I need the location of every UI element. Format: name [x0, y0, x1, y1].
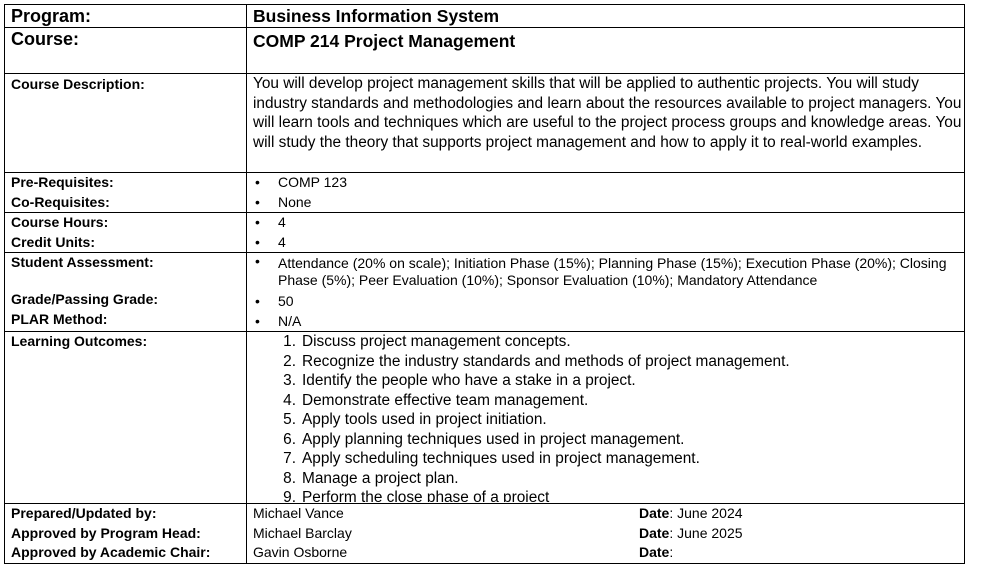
requisites-row: Pre-Requisites: Co-Requisites: COMP 123 …	[4, 172, 965, 213]
assessment-row: Student Assessment: Grade/Passing Grade:…	[4, 252, 965, 332]
academic-chair-date: :	[669, 544, 674, 560]
learning-outcome-number: 9.	[283, 489, 296, 502]
prepared-line: Michael Vance Date: June 2024	[253, 504, 964, 523]
program-head-date: : June 2025	[669, 524, 743, 541]
prereq-value: COMP 123	[253, 174, 964, 193]
date-label: Date	[639, 524, 670, 541]
description-row: Course Description: You will develop pro…	[4, 73, 965, 173]
outcomes-label: Learning Outcomes:	[4, 331, 247, 504]
learning-outcome-item: 5. Apply tools used in project initiation…	[253, 410, 964, 430]
learning-outcome-text: Recognize the industry standards and met…	[302, 352, 790, 370]
learning-outcome-text: Perform the close phase of a project	[302, 489, 550, 502]
learning-outcome-text: Apply scheduling techniques used in proj…	[302, 450, 700, 467]
grade-value: 50	[253, 292, 964, 312]
learning-outcome-number: 5.	[283, 411, 296, 428]
program-row: Program: Business Information System	[4, 4, 965, 28]
prepared-label: Prepared/Updated by:	[11, 505, 157, 521]
learning-outcome-text: Manage a project plan.	[302, 469, 459, 487]
coreq-label: Co-Requisites:	[11, 193, 110, 210]
learning-outcome-text: Apply planning techniques used in projec…	[302, 430, 685, 448]
learning-outcome-number: 2.	[283, 352, 296, 370]
coreq-value: None	[253, 193, 964, 212]
learning-outcome-number: 8.	[283, 469, 296, 487]
outcomes-list: 1. Discuss project management concepts. 2.…	[253, 333, 964, 502]
learning-outcome-item: 1. Discuss project management concepts.	[253, 333, 964, 352]
course-label: Course:	[4, 27, 247, 74]
course-outline-table: Program: Business Information System Cou…	[4, 4, 965, 564]
date-label: Date	[639, 505, 670, 521]
academic-chair-label: Approved by Academic Chair:	[11, 544, 211, 560]
signoff-row: Prepared/Updated by: Approved by Program…	[4, 503, 965, 564]
learning-outcome-text: Apply tools used in project initiation.	[302, 411, 547, 428]
learning-outcome-text: Demonstrate effective team management.	[302, 391, 589, 409]
course-value: COMP 214 Project Management	[246, 27, 965, 74]
assessment-label: Student Assessment:	[11, 254, 154, 270]
learning-outcome-number: 7.	[283, 450, 296, 467]
learning-outcome-item: 4. Demonstrate effective team management.	[253, 391, 964, 411]
academic-chair-line: Gavin Osborne Date:	[253, 543, 964, 562]
learning-outcome-item: 8. Manage a project plan.	[253, 469, 964, 489]
learning-outcome-item: 6. Apply planning techniques used in proj…	[253, 430, 964, 450]
learning-outcome-number: 6.	[283, 430, 296, 448]
plar-value: N/A	[253, 312, 964, 331]
hours-value: 4	[253, 214, 964, 233]
course-row: Course: COMP 214 Project Management	[4, 27, 965, 74]
description-label: Course Description:	[4, 73, 247, 173]
learning-outcome-number: 4.	[283, 391, 296, 409]
prereq-label: Pre-Requisites:	[11, 174, 114, 190]
program-head-label: Approved by Program Head:	[11, 524, 201, 541]
hours-row: Course Hours: Credit Units: 4 4	[4, 212, 965, 253]
credits-label: Credit Units:	[11, 233, 95, 250]
prepared-name: Michael Vance	[253, 505, 344, 521]
description-text: You will develop project management skil…	[246, 73, 965, 173]
prepared-date: : June 2024	[669, 505, 743, 521]
program-value: Business Information System	[246, 4, 965, 28]
program-label: Program:	[4, 4, 247, 28]
academic-chair-name: Gavin Osborne	[253, 544, 348, 560]
learning-outcome-number: 1.	[283, 333, 296, 350]
learning-outcome-text: Discuss project management concepts.	[302, 333, 571, 350]
plar-label: PLAR Method:	[11, 310, 108, 327]
outcomes-row: Learning Outcomes: 1. Discuss project man…	[4, 331, 965, 504]
credits-value: 4	[253, 233, 964, 252]
date-label: Date	[639, 544, 670, 560]
hours-label: Course Hours:	[11, 214, 109, 230]
learning-outcome-number: 3.	[283, 372, 296, 389]
learning-outcome-text: Identify the people who have a stake in …	[302, 372, 636, 389]
program-head-line: Michael Barclay Date: June 2025	[253, 524, 964, 544]
program-head-name: Michael Barclay	[253, 524, 352, 541]
learning-outcome-item: 3. Identify the people who have a stake i…	[253, 371, 964, 391]
learning-outcome-item: 2. Recognize the industry standards and m…	[253, 352, 964, 372]
assessment-value: Attendance (20% on scale); Initiation Ph…	[253, 254, 964, 293]
grade-label: Grade/Passing Grade:	[11, 291, 159, 307]
learning-outcome-item: 9. Perform the close phase of a project	[253, 488, 964, 502]
learning-outcome-item: 7. Apply scheduling techniques used in pr…	[253, 449, 964, 469]
